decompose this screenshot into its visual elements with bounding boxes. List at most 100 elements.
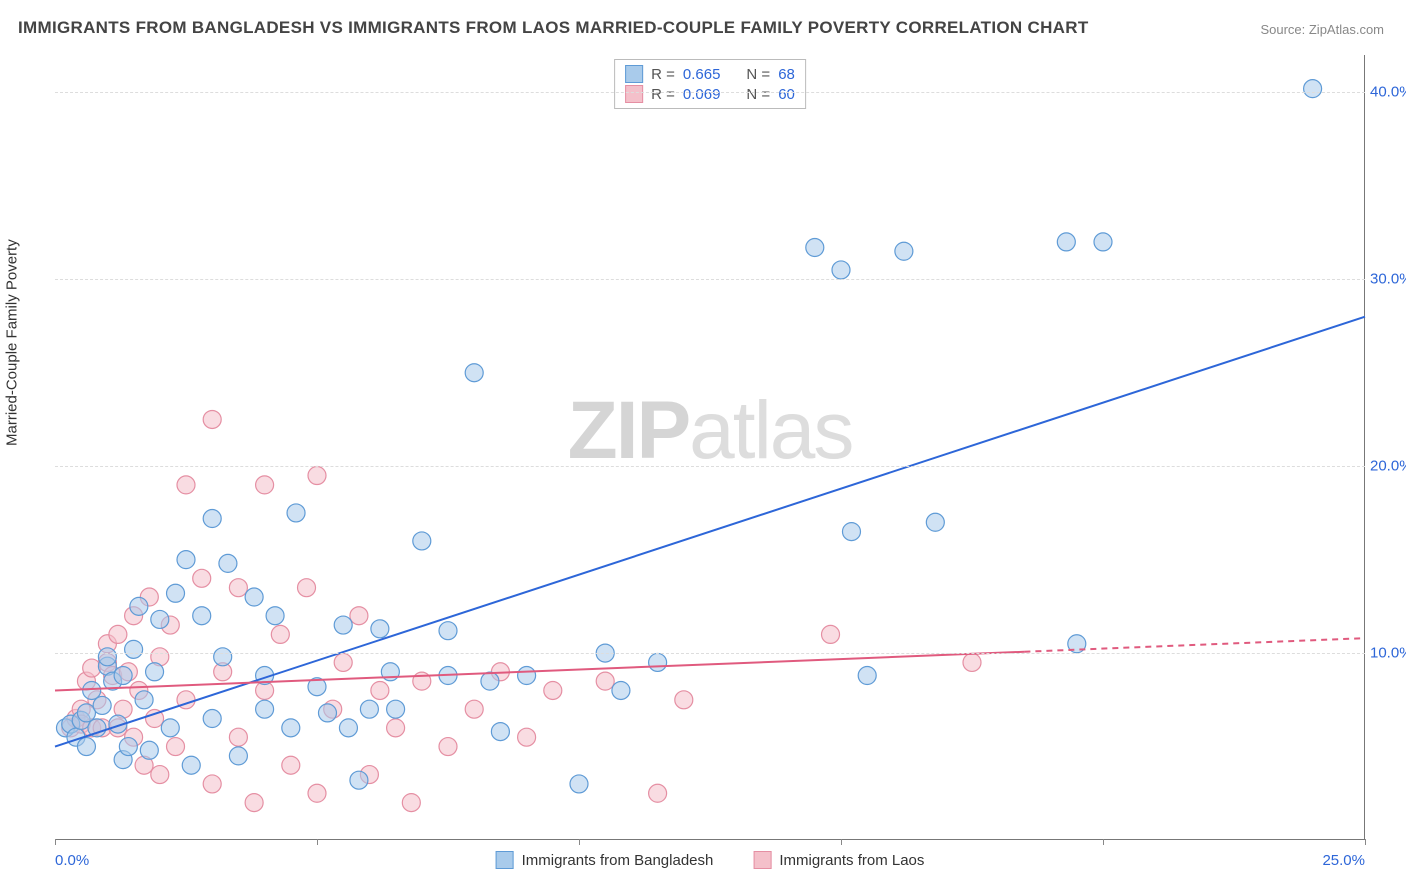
plot-area: ZIPatlas R = 0.665 N = 68 R = 0.069 N = …	[55, 55, 1365, 840]
scatter-point	[822, 625, 840, 643]
scatter-point	[806, 239, 824, 257]
x-tick-mark	[841, 839, 842, 845]
x-tick-mark	[579, 839, 580, 845]
scatter-point	[119, 738, 137, 756]
legend-row-bangladesh: R = 0.665 N = 68	[625, 64, 795, 84]
swatch-laos	[625, 85, 643, 103]
scatter-point	[339, 719, 357, 737]
scatter-point	[858, 667, 876, 685]
scatter-point	[256, 700, 274, 718]
x-tick-label: 0.0%	[55, 852, 89, 869]
x-tick-mark	[55, 839, 56, 845]
scatter-point	[334, 653, 352, 671]
scatter-point	[98, 648, 116, 666]
gridline-h	[55, 279, 1365, 280]
scatter-point	[465, 700, 483, 718]
scatter-point	[360, 700, 378, 718]
scatter-point	[308, 784, 326, 802]
x-tick-label: 25.0%	[1322, 852, 1365, 869]
gridline-h	[55, 92, 1365, 93]
scatter-point	[266, 607, 284, 625]
scatter-point	[109, 625, 127, 643]
source-attribution: Source: ZipAtlas.com	[1260, 22, 1384, 37]
scatter-point	[350, 607, 368, 625]
scatter-point	[371, 620, 389, 638]
scatter-point	[203, 775, 221, 793]
scatter-point	[161, 719, 179, 737]
scatter-point	[1304, 80, 1322, 98]
scatter-point	[245, 588, 263, 606]
scatter-point	[167, 584, 185, 602]
series-legend: Immigrants from Bangladesh Immigrants fr…	[496, 851, 925, 869]
scatter-point	[298, 579, 316, 597]
swatch-bangladesh	[625, 65, 643, 83]
scatter-point	[1094, 233, 1112, 251]
legend-item-laos: Immigrants from Laos	[753, 851, 924, 869]
scatter-point	[518, 667, 536, 685]
scatter-point	[318, 704, 336, 722]
scatter-point	[219, 554, 237, 572]
scatter-point	[77, 738, 95, 756]
scatter-point	[596, 672, 614, 690]
scatter-point	[245, 794, 263, 812]
scatter-point	[214, 648, 232, 666]
scatter-point	[203, 410, 221, 428]
scatter-point	[83, 681, 101, 699]
scatter-point	[177, 476, 195, 494]
scatter-point	[203, 710, 221, 728]
legend-item-bangladesh: Immigrants from Bangladesh	[496, 851, 714, 869]
correlation-legend: R = 0.665 N = 68 R = 0.069 N = 60	[614, 59, 806, 109]
scatter-point	[481, 672, 499, 690]
scatter-point	[649, 784, 667, 802]
scatter-point	[229, 747, 247, 765]
scatter-point	[963, 653, 981, 671]
scatter-point	[193, 569, 211, 587]
scatter-point	[151, 766, 169, 784]
y-tick-label: 30.0%	[1370, 271, 1406, 288]
scatter-point	[350, 771, 368, 789]
scatter-point	[413, 532, 431, 550]
scatter-point	[151, 610, 169, 628]
scatter-point	[135, 691, 153, 709]
x-tick-mark	[1103, 839, 1104, 845]
scatter-point	[649, 653, 667, 671]
y-tick-label: 10.0%	[1370, 645, 1406, 662]
scatter-point	[130, 597, 148, 615]
scatter-point	[256, 476, 274, 494]
legend-row-laos: R = 0.069 N = 60	[625, 84, 795, 104]
gridline-h	[55, 466, 1365, 467]
scatter-point	[146, 663, 164, 681]
gridline-h	[55, 653, 1365, 654]
scatter-point	[229, 579, 247, 597]
scatter-point	[518, 728, 536, 746]
scatter-point	[282, 756, 300, 774]
scatter-point	[271, 625, 289, 643]
scatter-point	[387, 700, 405, 718]
scatter-point	[895, 242, 913, 260]
scatter-point	[203, 510, 221, 528]
scatter-point	[229, 728, 247, 746]
swatch-bangladesh-bottom	[496, 851, 514, 869]
scatter-point	[439, 622, 457, 640]
scatter-point	[1057, 233, 1075, 251]
scatter-point	[93, 696, 111, 714]
scatter-point	[140, 741, 158, 759]
scatter-point	[570, 775, 588, 793]
scatter-point	[926, 513, 944, 531]
scatter-point	[491, 723, 509, 741]
scatter-point	[675, 691, 693, 709]
scatter-point	[544, 681, 562, 699]
scatter-point	[334, 616, 352, 634]
scatter-point	[177, 551, 195, 569]
scatter-point	[167, 738, 185, 756]
scatter-point	[182, 756, 200, 774]
scatter-point	[193, 607, 211, 625]
scatter-point	[387, 719, 405, 737]
x-tick-mark	[1365, 839, 1366, 845]
scatter-point	[371, 681, 389, 699]
scatter-point	[282, 719, 300, 737]
scatter-point	[114, 667, 132, 685]
x-tick-mark	[317, 839, 318, 845]
scatter-point	[308, 467, 326, 485]
chart-title: IMMIGRANTS FROM BANGLADESH VS IMMIGRANTS…	[18, 18, 1089, 38]
